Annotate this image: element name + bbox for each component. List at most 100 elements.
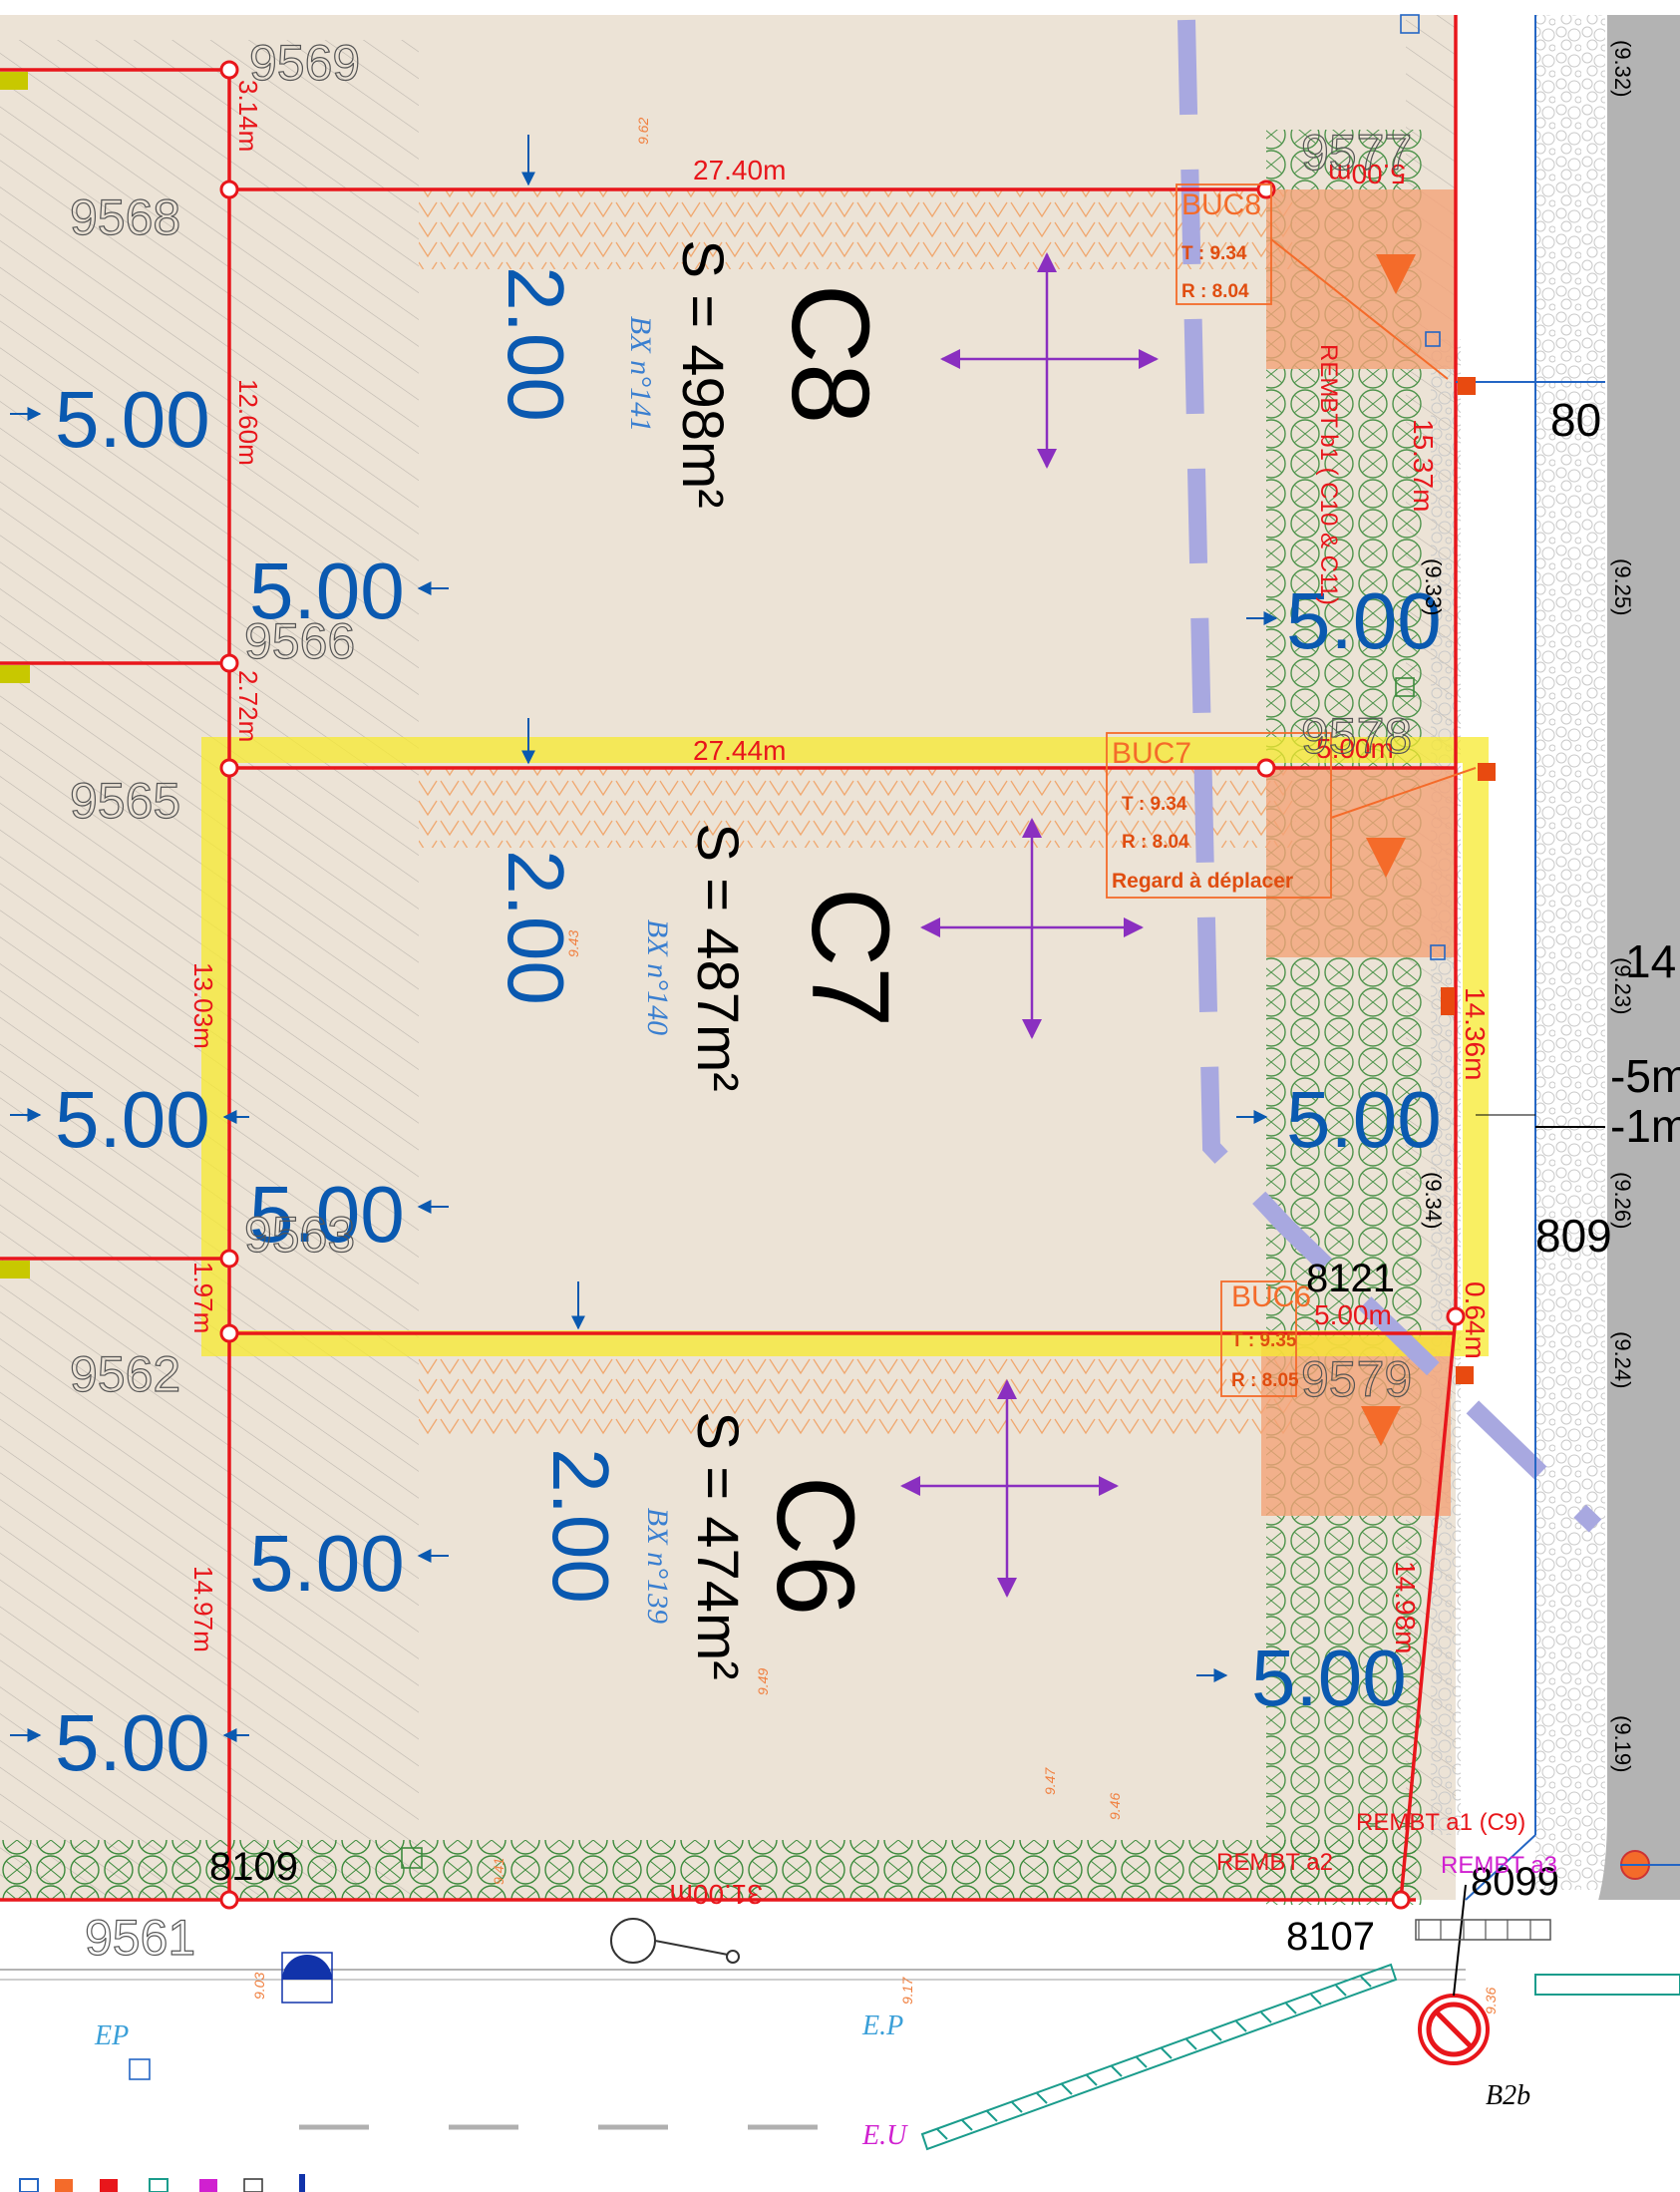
- dim-left-c7: 13.03m: [188, 962, 218, 1049]
- buc7-r: R : 8.04: [1122, 832, 1189, 853]
- lot-ref: BX n°139: [641, 1508, 674, 1624]
- side-setback: 2.00: [492, 850, 580, 1005]
- ep-label-2: E.P: [861, 2010, 903, 2041]
- point-809: 809: [1535, 1210, 1612, 1262]
- rembt-a2: REMBT a2: [1216, 1849, 1333, 1876]
- point-14: 14: [1625, 935, 1676, 987]
- spot-903: 9.03: [251, 1973, 267, 2000]
- level-923: (9.23): [1610, 957, 1635, 1014]
- dim-left-low: 1.97m: [188, 1262, 218, 1333]
- lot-id: C8: [769, 284, 891, 425]
- spot-943: 9.43: [565, 930, 581, 957]
- spot-947: 9.47: [1042, 1767, 1058, 1795]
- setback-band-c6: [419, 1356, 1296, 1436]
- rear-setback: 5.00: [55, 1075, 210, 1164]
- rear-setback: 5.00: [55, 375, 210, 464]
- dim-left-top: 3.14m: [233, 80, 263, 152]
- dim-c8-front: 15.37m: [1408, 419, 1439, 512]
- dim-left-mid: 2.72m: [233, 670, 263, 742]
- rear-setback: 5.00: [249, 1170, 405, 1259]
- dim-c8-width: 27.40m: [693, 155, 786, 185]
- lot-area: S = 474m²: [685, 1411, 750, 1679]
- pebble-strip: [1535, 15, 1605, 1890]
- point-80: 80: [1550, 394, 1601, 446]
- side-setback: 2.00: [492, 266, 580, 422]
- eu-label: E.U: [861, 2120, 908, 2151]
- side-setback: 2.00: [536, 1448, 625, 1604]
- front-setback: 5.00: [1251, 1634, 1407, 1722]
- dim-c7-width: 27.44m: [693, 735, 786, 766]
- dim-c6-front: 14.98m: [1390, 1561, 1421, 1653]
- lot-c6-label: C6: [754, 1476, 876, 1617]
- street-area: [0, 1900, 1680, 2192]
- sign-label: B2b: [1486, 2080, 1530, 2111]
- buc7-name: BUC7: [1112, 737, 1191, 770]
- level-932: (9.32): [1610, 40, 1635, 97]
- level-933: (9.33): [1421, 558, 1446, 615]
- dim-buc8-width: 5.00m: [1328, 159, 1406, 189]
- buc6-name: BUC6: [1231, 1280, 1311, 1313]
- buc7-note: Regard à déplacer: [1112, 870, 1293, 893]
- dim-left-c6: 14.97m: [188, 1566, 218, 1652]
- parcel-9578: 9578: [1301, 708, 1412, 764]
- parcel-9569: 9569: [249, 35, 360, 91]
- level-934: (9.34): [1421, 1172, 1446, 1229]
- lot-ref: BX n°141: [624, 316, 657, 432]
- buc8-r: R : 8.04: [1181, 281, 1249, 302]
- spot-962: 9.62: [635, 118, 651, 145]
- level-925: (9.25): [1610, 558, 1635, 615]
- lot-c7-area: S = 487m²: [685, 823, 750, 1091]
- dim-c7-front: 14.36m: [1460, 987, 1491, 1080]
- rembt-b1: REMBT b1 ( C10 & C11): [1315, 344, 1342, 605]
- c7-highlight: [201, 737, 1489, 1356]
- rear-setback: 5.00: [249, 547, 405, 635]
- buc6-t: T : 9.35: [1231, 1330, 1297, 1351]
- lot-id: C6: [754, 1476, 876, 1617]
- buc8-name: BUC8: [1181, 188, 1261, 221]
- spot-941: 9.41: [491, 1858, 506, 1885]
- dim-c6-width: 31.00m: [670, 1879, 763, 1910]
- buc7-t: T : 9.34: [1122, 794, 1187, 815]
- lot-c8-area: S = 498m²: [670, 239, 735, 508]
- level-926: (9.26): [1610, 1172, 1635, 1229]
- lot-ref: BX n°140: [641, 919, 674, 1035]
- rembt-a3: REMBT a3: [1441, 1852, 1557, 1879]
- level-924: (9.24): [1610, 1331, 1635, 1388]
- spot-936: 9.36: [1483, 1988, 1499, 2014]
- buc8-zone: [1266, 189, 1456, 369]
- lot-c8-label: C8: [769, 284, 891, 425]
- parcel-9561: 9561: [85, 1910, 195, 1966]
- lot-c7-label: C7: [789, 888, 911, 1028]
- front-hedge: [1266, 130, 1426, 1905]
- point-8109: 8109: [209, 1845, 298, 1889]
- parcel-9579: 9579: [1301, 1351, 1412, 1407]
- rear-setback: 5.00: [249, 1519, 405, 1608]
- spot-949: 9.49: [755, 1668, 771, 1695]
- lot-area: S = 487m²: [685, 823, 750, 1091]
- parcel-9566: 9566: [244, 613, 355, 669]
- parcel-9565: 9565: [70, 773, 180, 829]
- rear-hedge: [0, 1840, 1416, 1900]
- level-919: (9.19): [1610, 1715, 1635, 1772]
- parcel-9563: 9563: [244, 1207, 355, 1263]
- point-8107: 8107: [1286, 1915, 1375, 1959]
- ep-label-1: EP: [94, 2020, 129, 2051]
- label-minus5: -5m: [1610, 1050, 1680, 1102]
- label-minus1: -1m: [1610, 1100, 1680, 1152]
- vertex-markers: [219, 60, 1466, 1910]
- boundaries: [0, 15, 1458, 1902]
- spot-946: 9.46: [1107, 1793, 1123, 1820]
- dim-right-small: 0.64m: [1460, 1281, 1491, 1359]
- traffic-sign-icon: [1418, 1884, 1490, 2065]
- front-setback: 5.00: [1286, 576, 1442, 665]
- lot-area: S = 498m²: [670, 239, 735, 508]
- dim-buc7-width: 5.00m: [1316, 733, 1394, 764]
- dim-buc6-width: 5.00m: [1314, 1299, 1392, 1330]
- buc6-r: R : 8.05: [1231, 1370, 1299, 1391]
- parcel-9562: 9562: [70, 1346, 180, 1402]
- parcel-9577: 9577: [1301, 125, 1412, 181]
- rear-setback: 5.00: [55, 1698, 210, 1787]
- buc7-zone: [1266, 768, 1456, 957]
- front-setback: 5.00: [1286, 1075, 1442, 1164]
